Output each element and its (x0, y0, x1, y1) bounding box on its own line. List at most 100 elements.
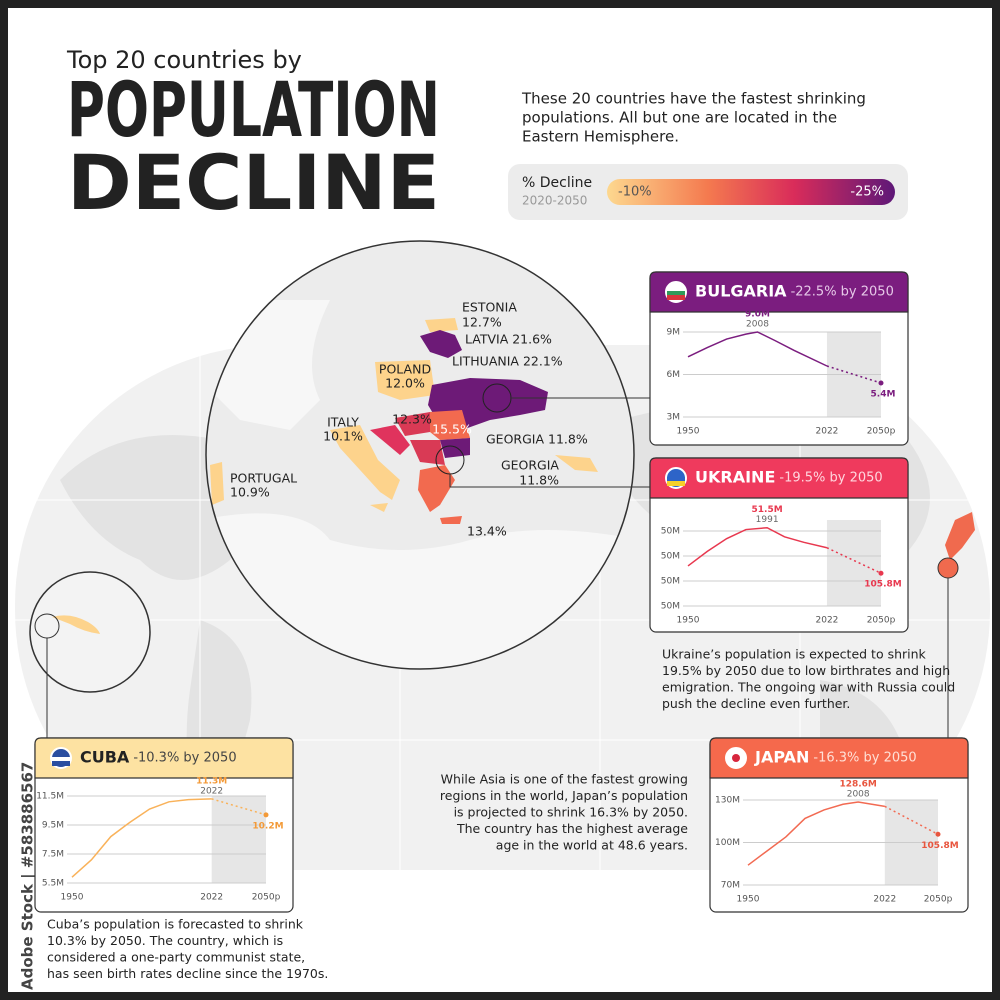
x-tick-label: 2022 (816, 616, 839, 626)
end-label: 105.8M (921, 841, 958, 851)
map-label: LITHUANIA 22.1% (452, 354, 563, 369)
flag (667, 291, 685, 296)
y-tick-label: 50M (661, 602, 680, 612)
end-label: 10.2M (252, 821, 283, 831)
flag (667, 481, 685, 486)
country-card: UKRAINE -19.5% by 2050 50M 50M 50M 50M 1950 202… (649, 457, 909, 633)
watermark: Adobe Stock | #583886567 (19, 762, 38, 990)
note-line: 19.5% by 2050 due to low birthrates and … (662, 663, 950, 678)
peak-year: 2008 (847, 789, 870, 799)
projection-band (211, 796, 266, 883)
map-label: 10.1% (323, 429, 363, 444)
map-label: ITALY (327, 415, 359, 430)
country-card: CUBA -10.3% by 2050 11.5M 9.5M 7.5M 5.5M 1950 2… (34, 737, 294, 913)
y-tick-label: 6M (667, 370, 681, 380)
map-label: 12.7% (462, 315, 502, 330)
peak-label: 128.6M (839, 779, 876, 789)
map-label: ESTONIA (462, 300, 517, 315)
peak-label: 11.3M (196, 776, 227, 786)
y-tick-label: 130M (715, 796, 740, 806)
x-tick-label: 2022 (200, 893, 223, 903)
map-label: 13.4% (467, 524, 507, 539)
x-tick-label: 2022 (816, 427, 839, 437)
card-country: BULGARIA (695, 282, 787, 301)
x-tick-label: 2022 (873, 895, 896, 905)
peak-year: 2022 (200, 786, 223, 796)
history-line (687, 331, 828, 367)
note-line: regions in the world, Japan’s population (440, 788, 688, 803)
note-line: The country has the highest average (456, 821, 688, 836)
peak-label: 9.0M (745, 310, 770, 320)
y-tick-label: 70M (721, 881, 740, 891)
flag (52, 761, 70, 766)
map-label: 11.8% (519, 473, 559, 488)
card-country: JAPAN (754, 748, 809, 767)
country-card: BULGARIA -22.5% by 2050 9M 6M 3M 1950 2022 2050… (649, 271, 909, 446)
note-line: considered a one-party communist state, (47, 950, 305, 965)
peak-year: 1991 (756, 515, 779, 525)
x-tick-label: 2050p (867, 427, 896, 437)
legend-min: -10% (618, 185, 652, 200)
y-tick-label: 11.5M (36, 792, 64, 802)
x-tick-label: 1950 (677, 616, 700, 626)
map-label: 10.9% (230, 485, 270, 500)
note-line: While Asia is one of the fastest growing (441, 772, 688, 787)
x-tick-label: 1950 (677, 427, 700, 437)
history-line (71, 798, 212, 878)
y-tick-label: 50M (661, 552, 680, 562)
description: These 20 countries have the fastest shri… (521, 90, 866, 108)
note-line: 10.3% by 2050. The country, which is (47, 933, 283, 948)
y-tick-label: 100M (715, 838, 740, 848)
legend: % Decline 2020-2050 -10% -25% (508, 164, 908, 220)
card-country: CUBA (80, 748, 130, 767)
flag (732, 754, 740, 762)
card-stat: -16.3% by 2050 (813, 751, 916, 766)
end-label: 5.4M (871, 390, 896, 400)
note-line: Cuba’s population is forecasted to shrin… (47, 917, 304, 932)
projection-line (884, 805, 939, 835)
end-point (878, 570, 884, 576)
peak-year: 2008 (746, 320, 769, 330)
flag (667, 477, 685, 482)
legend-gradient (607, 179, 895, 205)
magnifier (205, 240, 650, 670)
end-point (878, 380, 884, 386)
card-header (649, 457, 909, 499)
note-line: push the decline even further. (662, 696, 850, 711)
y-tick-label: 3M (667, 413, 681, 423)
flag (667, 295, 685, 300)
history-line (687, 526, 828, 567)
end-point (935, 831, 941, 837)
x-tick-label: 1950 (61, 893, 84, 903)
legend-title: % Decline (522, 175, 592, 191)
kicker: Top 20 countries by (66, 46, 302, 74)
card-stat: -10.3% by 2050 (133, 751, 236, 766)
note-line: age in the world at 48.6 years. (496, 838, 688, 853)
x-tick-label: 2050p (867, 616, 896, 626)
map-label: LATVIA 21.6% (465, 332, 552, 347)
x-tick-label: 2050p (252, 893, 281, 903)
legend-max: -25% (850, 185, 884, 200)
y-tick-label: 50M (661, 527, 680, 537)
end-point (263, 812, 269, 818)
legend-period: 2020-2050 (522, 194, 587, 208)
note-line: has seen birth rates decline since the 1… (47, 966, 328, 981)
cuba-inset (29, 571, 151, 738)
map-label: 15.5% (432, 422, 472, 437)
map-label: PORTUGAL (230, 471, 297, 486)
card-stat: -22.5% by 2050 (791, 285, 894, 300)
card-header (649, 271, 909, 313)
y-tick-label: 5.5M (42, 879, 64, 889)
x-tick-label: 1950 (737, 895, 760, 905)
card-header (709, 737, 969, 779)
title-line: DECLINE (67, 138, 440, 227)
note-line: Ukraine’s population is expected to shri… (662, 647, 927, 662)
y-tick-label: 50M (661, 577, 680, 587)
flag (52, 757, 70, 762)
history-line (747, 801, 885, 866)
card-country: UKRAINE (695, 468, 775, 487)
description: Eastern Hemisphere. (522, 128, 679, 146)
map-label: 12.0% (385, 376, 425, 391)
